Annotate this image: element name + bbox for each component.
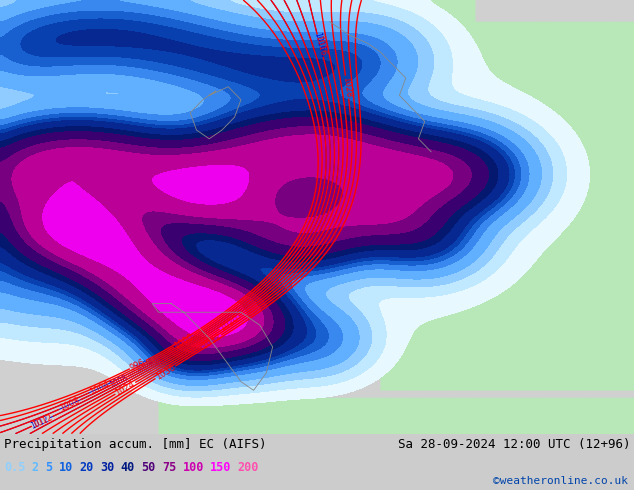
Text: 100: 100 xyxy=(183,461,204,474)
Text: 150: 150 xyxy=(210,461,231,474)
Text: 30: 30 xyxy=(100,461,115,474)
Text: 1032: 1032 xyxy=(200,332,223,350)
Text: 1008: 1008 xyxy=(108,373,129,390)
Text: 2: 2 xyxy=(32,461,39,474)
Text: 10: 10 xyxy=(59,461,74,474)
Text: 1024: 1024 xyxy=(114,379,137,397)
Text: 1036: 1036 xyxy=(154,363,177,382)
Text: 1020: 1020 xyxy=(218,313,240,332)
Text: ©weatheronline.co.uk: ©weatheronline.co.uk xyxy=(493,476,628,486)
Text: 1004: 1004 xyxy=(134,357,155,374)
Text: 75: 75 xyxy=(162,461,176,474)
Text: 50: 50 xyxy=(141,461,156,474)
Text: 1028: 1028 xyxy=(341,76,353,98)
Text: 1016: 1016 xyxy=(313,34,327,57)
Text: 1004: 1004 xyxy=(88,379,111,396)
Text: 996: 996 xyxy=(129,357,147,372)
Text: 20: 20 xyxy=(80,461,94,474)
FancyBboxPatch shape xyxy=(0,434,634,490)
Text: 40: 40 xyxy=(121,461,135,474)
Text: 1016: 1016 xyxy=(313,31,326,52)
Text: 1012: 1012 xyxy=(31,413,54,430)
Text: 1000: 1000 xyxy=(172,332,195,350)
Text: Sa 28-09-2024 12:00 UTC (12+96): Sa 28-09-2024 12:00 UTC (12+96) xyxy=(398,438,630,451)
Text: 5: 5 xyxy=(45,461,53,474)
Text: Precipitation accum. [mm] EC (AIFS): Precipitation accum. [mm] EC (AIFS) xyxy=(4,438,266,451)
Text: 1012: 1012 xyxy=(30,414,51,430)
Text: 0.5: 0.5 xyxy=(4,461,25,474)
Text: 1008: 1008 xyxy=(58,396,81,413)
Text: 200: 200 xyxy=(237,461,259,474)
